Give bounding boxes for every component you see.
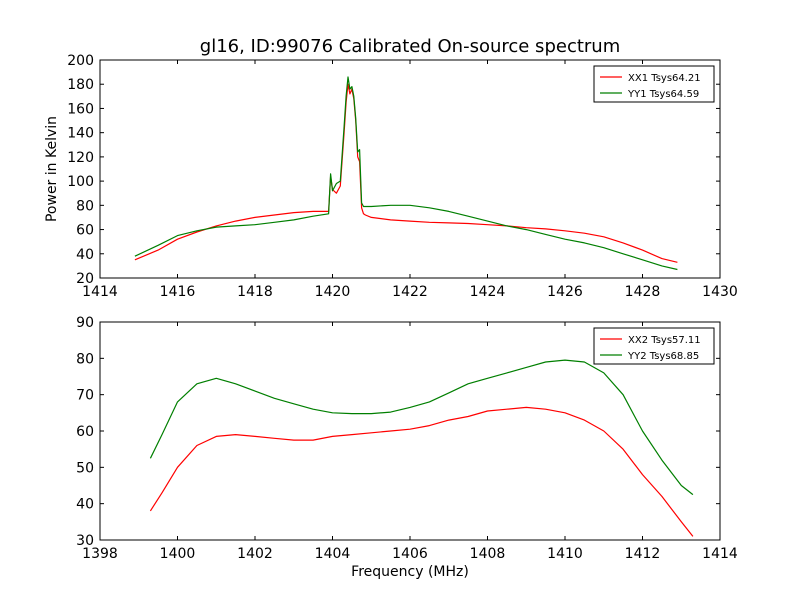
x-tick-label: 1420 [315,284,351,300]
y-tick-label: 30 [76,533,94,549]
y-tick-label: 200 [67,53,94,69]
x-tick-label: 1410 [547,546,583,562]
series-line-2-2 [149,359,694,496]
x-tick-label: 1400 [160,546,196,562]
y-tick-label: 80 [76,198,94,214]
y-tick-label: 60 [76,424,94,440]
legend-label: YY1 Tsys64.59 [627,89,699,100]
x-tick-label: 1406 [392,546,428,562]
x-tick-label: 1428 [625,284,661,300]
x-tick-label: 1398 [82,546,118,562]
x-tick-label: 1404 [315,546,351,562]
x-tick-label: 1422 [392,284,428,300]
y-tick-label: 40 [76,497,94,513]
x-tick-label: 1424 [470,284,506,300]
x-tick-label: 1408 [470,546,506,562]
x-axis-label: Frequency (MHz) [351,564,469,580]
legend: XX1 Tsys64.21 YY1 Tsys64.59 [593,65,715,103]
y-tick-label: 60 [76,223,94,239]
y-axis-label: Power in Kelvin [44,116,60,222]
y-tick-label: 180 [67,77,94,93]
x-tick-label: 1418 [237,284,273,300]
y-tick-label: 140 [67,126,94,142]
legend-label: YY2 Tsys68.85 [627,351,699,362]
x-tick-label: 1416 [160,284,196,300]
y-tick-label: 50 [76,460,94,476]
series-line-1-2 [134,76,678,271]
series-line-2-1 [149,406,694,537]
y-tick-label: 90 [76,315,94,331]
x-tick-label: 1402 [237,546,273,562]
legend-box [593,65,715,103]
y-tick-label: 20 [76,271,94,287]
y-tick-label: 160 [67,101,94,117]
legend-label: XX2 Tsys57.11 [628,335,701,346]
y-tick-label: 80 [76,351,94,367]
x-tick-label: 1426 [547,284,583,300]
y-tick-label: 70 [76,388,94,404]
x-tick-label: 1414 [702,546,738,562]
x-tick-label: 1412 [625,546,661,562]
spectrum-plot-2: 1398 1400 1402 1404 1406 1408 1410 1412 1414 30 40… [76,315,738,580]
x-tick-label: 1414 [82,284,118,300]
chart-title: gl16, ID:99076 Calibrated On-source spec… [200,36,620,57]
legend: XX2 Tsys57.11 YY2 Tsys68.85 [593,327,715,365]
y-tick-label: 100 [67,174,94,190]
series-line-1-1 [134,83,678,263]
x-tick-label: 1430 [702,284,738,300]
legend-label: XX1 Tsys64.21 [628,73,701,84]
legend-box [593,327,715,365]
y-tick-label: 40 [76,247,94,263]
y-tick-label: 120 [67,150,94,166]
spectrum-plot-1: 1414 1416 1418 1420 1422 1424 1426 1428 1430 20 40… [44,53,738,300]
